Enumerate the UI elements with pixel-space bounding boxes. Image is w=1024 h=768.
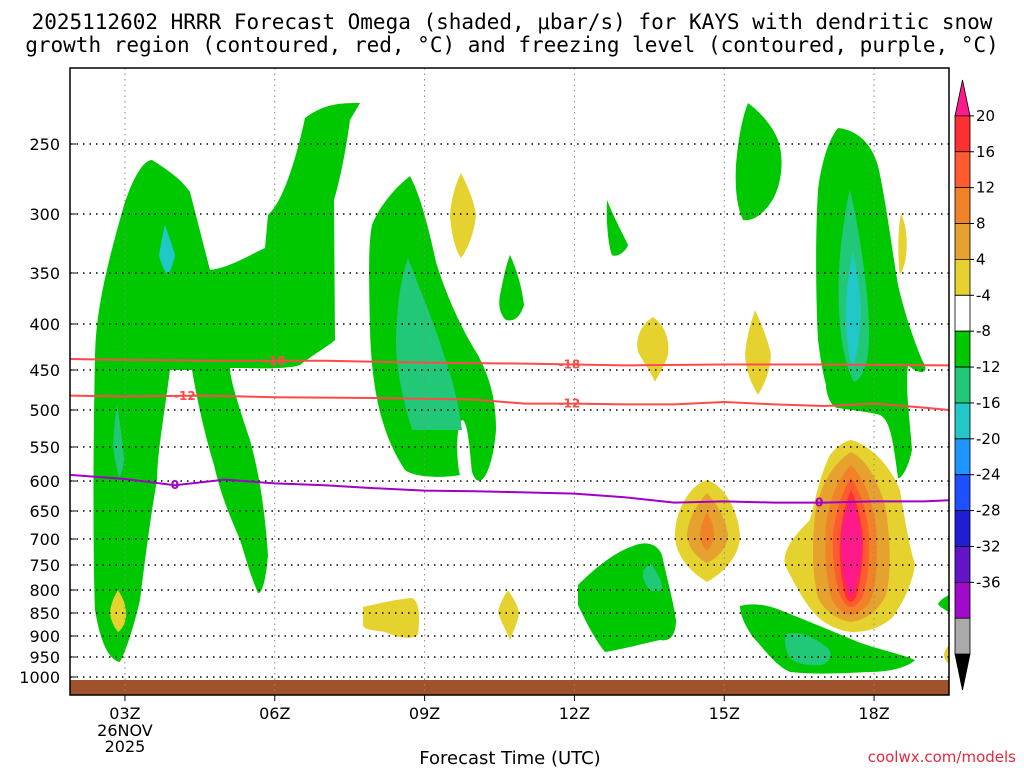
omega-region-downward-1	[450, 173, 476, 258]
omega-region-upward-1	[93, 103, 360, 662]
colorbar-label--16: -16	[976, 394, 1001, 412]
xtick-label-06Z: 06Z	[259, 704, 290, 723]
colorbar-swatch-11	[954, 474, 971, 511]
omega-region-upward-4	[606, 200, 628, 256]
colorbar-swatch-2	[954, 151, 971, 189]
colorbar-swatch-14	[954, 581, 971, 619]
ytick-label-250: 250	[29, 135, 60, 154]
contour-label-1-0: -12	[174, 389, 196, 403]
colorbar-label--24: -24	[976, 466, 1001, 484]
colorbar-swatch-3	[954, 187, 971, 224]
contour-label-2-1: 0	[815, 496, 823, 510]
ytick-label-550: 550	[29, 438, 60, 457]
colorbar-label--12: -12	[976, 358, 1001, 376]
colorbar-swatch-10	[954, 438, 971, 476]
ytick-label-1000: 1000	[19, 668, 60, 687]
ytick-label-700: 700	[29, 530, 60, 549]
xtick-label-03Z: 03Z	[109, 704, 140, 723]
ytick-label-600: 600	[29, 472, 60, 491]
omega-region-downward-2	[898, 213, 907, 275]
colorbar-label-16: 16	[976, 143, 995, 161]
colorbar-label-20: 20	[976, 107, 995, 125]
colorbar-swatch-9	[954, 402, 971, 440]
colorbar-swatch-6	[954, 294, 971, 332]
xtick-sublabel-26NOV: 26NOV	[97, 721, 153, 740]
colorbar-swatch-16	[954, 653, 971, 691]
omega-region-downward-16	[840, 498, 862, 598]
colorbar-swatch-1	[954, 115, 971, 153]
temperature-contours: -18 -18 -12 -12 0 0	[69, 354, 950, 510]
colorbar-label--28: -28	[976, 502, 1001, 520]
time-gridlines	[124, 68, 875, 695]
omega-region-downward-6	[363, 598, 420, 638]
omega-region-downward-7	[498, 590, 519, 640]
xtick-label-09Z: 09Z	[409, 704, 440, 723]
chart-title-line-2: growth region (contoured, red, °C) and f…	[25, 33, 999, 57]
xtick-label-12Z: 12Z	[559, 704, 590, 723]
omega-region-downward-10	[700, 512, 714, 551]
ytick-label-950: 950	[29, 648, 60, 667]
omega-colorbar: 20 16 12 8 4 -4 -8 -12 -16 -20 -24 -28 -32 -36	[954, 79, 1001, 691]
chart-title-line-1: 2025112602 HRRR Forecast Omega (shaded, …	[32, 10, 993, 34]
omega-shading-layer	[93, 103, 949, 674]
omega-region-teal-2	[396, 258, 462, 430]
omega-region-upward-5	[735, 103, 782, 221]
ytick-label-450: 450	[29, 361, 60, 380]
colorbar-swatch-8	[954, 366, 971, 404]
colorbar-swatch-0	[954, 79, 971, 117]
ytick-label-500: 500	[29, 401, 60, 420]
contour-line-1	[69, 394, 950, 411]
y-axis-pressure-ticks: 250 300 350 400 450 500 550 600 650 700 750 800 850 9…	[19, 135, 76, 687]
colorbar-swatch-4	[954, 223, 971, 260]
omega-region-upward-9	[938, 595, 949, 612]
ytick-label-900: 900	[29, 627, 60, 646]
ytick-label-300: 300	[29, 205, 60, 224]
xtick-sublabel-2025: 2025	[105, 737, 146, 756]
omega-region-upward-7	[816, 128, 926, 479]
colorbar-label--32: -32	[976, 537, 1001, 555]
xtick-label-18Z: 18Z	[858, 704, 889, 723]
contour-line-2	[69, 473, 950, 504]
x-axis-label: Forecast Time (UTC)	[419, 748, 600, 768]
plot-frame	[69, 67, 950, 696]
contour-label-2-0: 0	[171, 478, 179, 492]
ytick-label-750: 750	[29, 556, 60, 575]
omega-region-cyan-1	[159, 225, 175, 275]
ytick-label-350: 350	[29, 264, 60, 283]
ytick-label-800: 800	[29, 581, 60, 600]
colorbar-swatch-7	[954, 330, 971, 368]
omega-region-teal-5	[785, 632, 831, 666]
colorbar-label--36: -36	[976, 573, 1001, 591]
colorbar-swatch-13	[954, 546, 971, 583]
colorbar-label-8: 8	[976, 215, 986, 233]
contour-label-0-0: -18	[264, 354, 286, 368]
omega-region-teal-1	[113, 405, 124, 477]
contour-label-1-1: -12	[559, 397, 581, 411]
colorbar-label-12: 12	[976, 179, 995, 197]
colorbar-label--4: -4	[976, 286, 991, 304]
ytick-label-400: 400	[29, 315, 60, 334]
surface-terrain-band	[70, 680, 949, 695]
omega-region-downward-5	[110, 590, 127, 632]
colorbar-label--8: -8	[976, 322, 991, 340]
ytick-label-850: 850	[29, 604, 60, 623]
colorbar-swatch-5	[954, 259, 971, 296]
omega-region-upward-8	[740, 604, 915, 674]
colorbar-swatch-15	[954, 617, 971, 655]
credit-link[interactable]: coolwx.com/models	[868, 748, 1016, 766]
colorbar-label--20: -20	[976, 430, 1001, 448]
contour-line-0	[69, 358, 950, 367]
colorbar-label-4: 4	[976, 250, 986, 268]
omega-region-upward-3	[499, 255, 524, 321]
xtick-label-15Z: 15Z	[709, 704, 740, 723]
colorbar-swatch-12	[954, 510, 971, 547]
omega-region-teal-3	[642, 563, 662, 592]
omega-region-downward-17	[944, 645, 949, 664]
omega-region-downward-4	[745, 310, 771, 395]
omega-region-cyan-2	[846, 252, 861, 370]
ytick-label-650: 650	[29, 502, 60, 521]
contour-label-0-1: -18	[559, 357, 581, 371]
